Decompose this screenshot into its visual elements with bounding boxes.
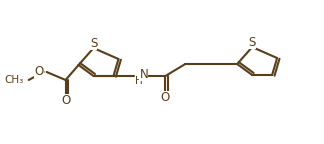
Text: O: O [61, 94, 70, 107]
Text: S: S [249, 36, 256, 49]
Text: N: N [139, 69, 148, 82]
Text: CH₃: CH₃ [5, 75, 24, 85]
Text: H: H [135, 76, 143, 86]
Text: O: O [161, 91, 170, 104]
Text: S: S [90, 37, 97, 50]
Text: O: O [34, 65, 44, 77]
